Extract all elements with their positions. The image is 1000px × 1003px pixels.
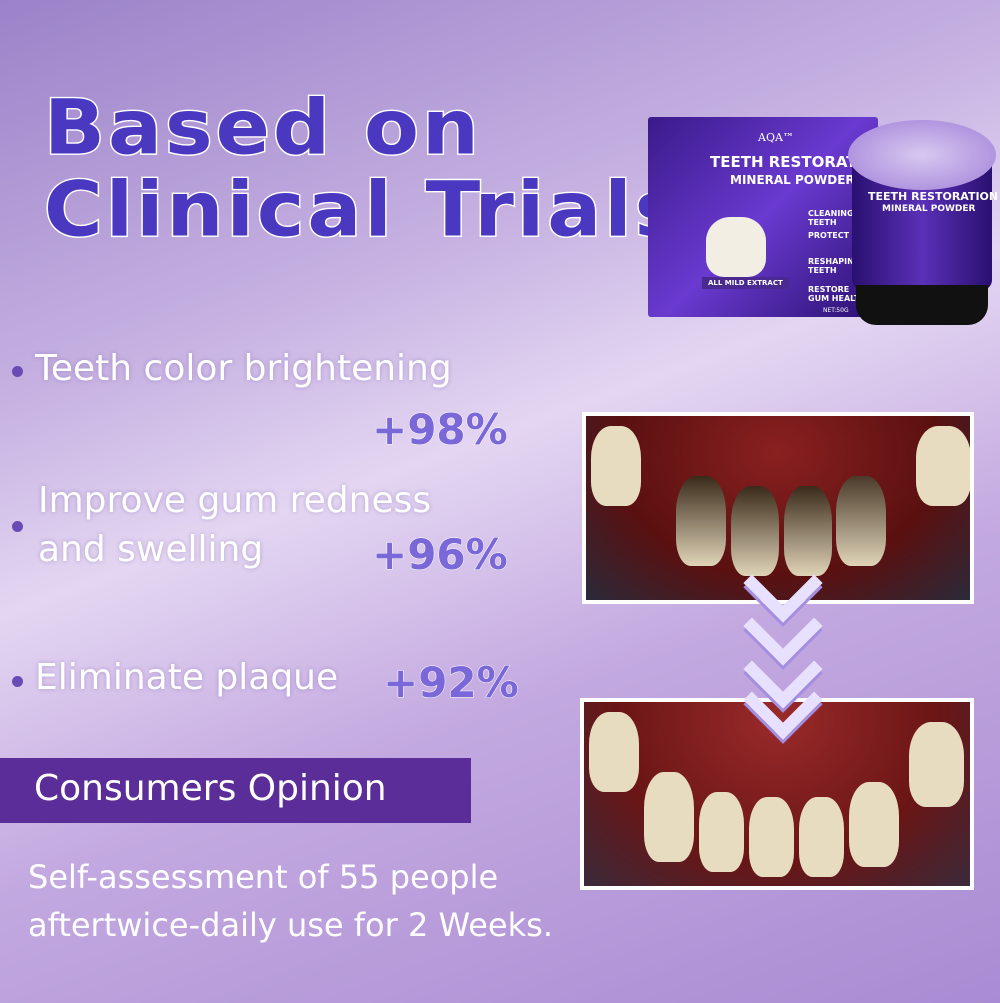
jar-name: TEETH RESTORATION: [868, 190, 999, 203]
headline-line2: Clinical Trials: [42, 165, 686, 254]
product-net: NET:50G: [823, 307, 849, 314]
result-value: +96%: [372, 530, 509, 580]
product-extract: ALL MILD EXTRACT: [702, 277, 789, 289]
before-photo: [582, 412, 974, 604]
result-label: Eliminate plaque: [35, 657, 339, 698]
after-photo: [580, 698, 974, 890]
product-feature: CLEANING TEETH: [808, 209, 854, 227]
bullet-dot: [12, 521, 23, 532]
product-feature: PROTECT: [808, 231, 850, 240]
product-brand: AQA™: [758, 131, 794, 144]
survey-note-line1: Self-assessment of 55 people: [28, 858, 499, 896]
result-value: +92%: [383, 658, 520, 708]
bullet-dot: [12, 366, 23, 377]
product-jar: TEETH RESTORATION MINERAL POWDER: [848, 120, 999, 330]
result-value: +98%: [372, 405, 509, 455]
headline-line1: Based on: [43, 83, 482, 172]
product-name: TEETH RESTORATION: [710, 153, 888, 171]
tooth-icon: [706, 217, 766, 277]
product-feature: RESHAPING TEETH: [808, 257, 861, 275]
product-feature: RESTORE GUM HEALTH: [808, 285, 867, 303]
result-label: Teeth color brightening: [35, 348, 452, 389]
result-label: and swelling: [38, 529, 264, 570]
bullet-dot: [12, 676, 23, 687]
survey-note-line2: aftertwice-daily use for 2 Weeks.: [28, 906, 553, 944]
consumers-opinion-banner: Consumers Opinion: [0, 758, 471, 823]
result-label: Improve gum redness: [38, 480, 432, 521]
jar-subtitle: MINERAL POWDER: [882, 204, 976, 214]
product-subtitle: MINERAL POWDER: [730, 173, 855, 187]
product-box: AQA™ TEETH RESTORATION MINERAL POWDER CL…: [648, 117, 887, 317]
